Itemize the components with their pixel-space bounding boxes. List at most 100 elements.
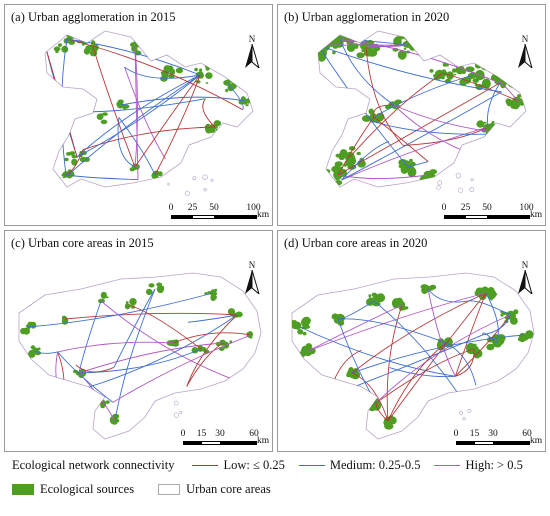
corridor-medium [351,334,525,374]
corridor-low [66,38,243,111]
corridor-medium [339,38,395,106]
corridor-medium [26,292,214,328]
panel-title-c: (c) Urban core areas in 2015 [11,236,154,250]
ecological-source-patch [45,43,48,48]
corridor-low [202,98,216,128]
corridor-low [375,402,389,422]
corridor-medium [485,292,499,344]
scale-unit: km [257,436,270,446]
ecological-source-patch [404,34,412,41]
ecological-source-patch [481,62,488,68]
ecological-source-patch [476,122,481,127]
ecological-source-patch [320,31,329,41]
island-outline [458,187,464,193]
corridor-medium [76,74,201,158]
ecological-source-patch [38,40,41,43]
corridor-low [64,149,84,176]
ecological-source-patch [326,35,330,40]
ecological-source-patch [442,69,446,72]
island-outline [437,180,443,186]
ecological-source-patch [301,317,310,327]
ecological-source-patch [158,171,163,177]
scale-tick: 15 [469,429,480,439]
north-arrow: N [241,34,263,68]
corridor-medium [34,350,58,354]
corridor-low [64,312,238,320]
ecological-source-patch [100,113,105,116]
corridor-low [128,304,202,350]
ecological-source-patch [523,96,526,100]
corridor-low [373,116,429,162]
ecological-source-patch [99,115,103,119]
legend-label-high: High: > 0.5 [465,458,523,472]
ecological-source-patch [452,68,457,73]
corridor-high [307,292,487,352]
ecological-source-patch [346,372,351,378]
north-label: N [521,260,529,270]
ecological-source-patch [62,317,67,321]
low-line-icon [192,465,219,466]
corridor-low [373,104,395,118]
ecological-source-patch [297,329,304,335]
legend-item-high: High: > 0.5 [434,458,523,473]
ecological-source-patch [245,104,249,107]
corridor-medium [114,288,156,422]
ecological-source-patch [45,38,46,45]
ecological-source-patch [37,45,41,48]
corridor-low [186,314,238,387]
ecological-source-patch [28,323,33,326]
scale-unit: km [530,210,543,220]
ecological-source-patch [205,82,209,84]
island-outline [184,190,190,196]
scale-unit: km [257,210,270,220]
ecological-source-patch [394,36,401,42]
ecological-source-patch [169,68,176,76]
ecological-source-patch [429,169,438,175]
ecological-source-patch [39,48,42,51]
scale-tick: 100 [519,203,534,213]
ecological-source-patch [326,31,333,37]
ecological-source-patch [368,108,374,115]
ecological-source-patch [296,47,300,51]
ecological-source-patch [433,74,437,78]
ecological-source-patch [117,99,124,104]
panel-title-a: (a) Urban agglomeration in 2015 [11,10,176,24]
ecological-source-patch [79,156,87,163]
ecological-source-patch [513,309,519,315]
ecological-source-patch [124,303,131,310]
ecological-source-patch [403,47,407,50]
ecological-source-patch [347,154,356,162]
ecological-source-patch [125,301,129,305]
ecological-source-patch [499,70,508,78]
corridor-medium [318,44,502,93]
corridor-high [124,66,166,160]
corridor-low [186,342,224,387]
legend-item-medium: Medium: 0.25-0.5 [298,458,420,473]
ecological-source-patch [299,42,305,48]
corridor-low [62,394,104,404]
ecological-source-patch [28,349,36,358]
ecological-source-patch [332,50,336,55]
ecological-source-patch [510,311,514,315]
ecological-source-patch [410,43,417,50]
corridor-low [403,126,489,146]
ecological-source-patch [37,347,41,351]
ecological-source-patch [517,336,526,342]
corridor-low [75,364,115,373]
ecological-source-patch [302,331,307,336]
ecological-source-patch [53,37,57,41]
island-outline [455,173,462,179]
island-outline [203,188,207,192]
ecological-source-patch [83,47,91,55]
ecological-source-patch [300,348,309,356]
corridor-medium [373,74,474,118]
ecological-source-patch [361,115,372,122]
urban-core-boundary [291,272,535,440]
corridor-medium [66,38,201,76]
corridor-medium [76,74,201,158]
ecological-source-patch [505,98,512,104]
map-core-2020 [291,272,535,440]
legend-label-low: Low: ≤ 0.25 [223,458,285,472]
corridor-low [365,46,404,146]
ecological-source-patch [318,41,322,50]
